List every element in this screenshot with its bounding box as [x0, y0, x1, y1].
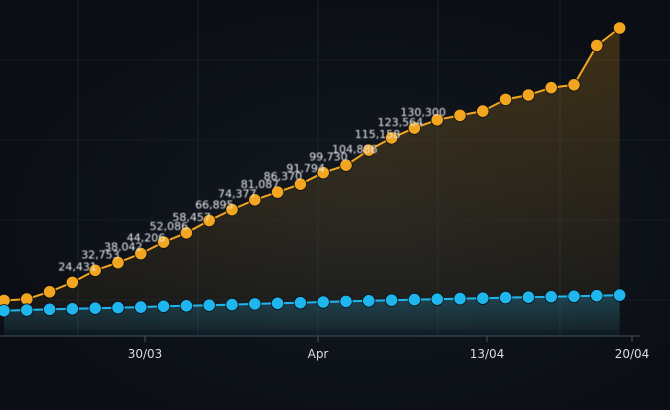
- point-blue: [544, 290, 558, 304]
- point-blue: [590, 289, 604, 303]
- point-orange: [407, 121, 421, 135]
- point-blue: [362, 294, 376, 308]
- point-blue: [225, 297, 239, 312]
- point-blue: [521, 290, 536, 304]
- x-tick-label: 30/03: [128, 347, 163, 361]
- data-label-orange: 91,794: [286, 162, 325, 175]
- x-tick-label: Apr: [308, 347, 329, 361]
- data-label-orange: 52,086: [150, 220, 189, 233]
- x-tick-label: 20/04: [615, 347, 650, 361]
- point-blue: [42, 302, 57, 316]
- point-orange: [134, 247, 148, 261]
- point-blue: [88, 301, 102, 315]
- point-blue: [430, 292, 444, 306]
- point-orange: [590, 38, 604, 53]
- data-label-orange: 130,300: [400, 106, 446, 119]
- point-blue: [157, 299, 171, 313]
- point-orange: [202, 213, 216, 228]
- point-blue: [612, 288, 627, 302]
- point-blue: [179, 299, 193, 313]
- point-orange: [453, 108, 467, 123]
- point-orange: [179, 226, 193, 240]
- x-tick-label: 13/04: [470, 347, 505, 361]
- data-label-orange: 104,886: [332, 143, 378, 156]
- point-orange: [270, 185, 285, 199]
- point-blue: [498, 290, 513, 305]
- point-blue: [407, 292, 421, 307]
- point-orange: [316, 166, 330, 180]
- point-blue: [316, 295, 330, 309]
- point-orange: [476, 104, 490, 118]
- data-label-orange: 66,895: [195, 199, 234, 212]
- point-blue: [0, 304, 11, 318]
- point-orange: [384, 131, 399, 145]
- point-orange: [362, 143, 376, 157]
- data-label-orange: 32,753: [81, 248, 120, 261]
- point-blue: [339, 294, 353, 308]
- point-orange: [430, 113, 444, 127]
- data-label-orange: 115,158: [355, 128, 401, 141]
- data-label-orange: 24,431: [58, 260, 97, 273]
- series-lines: [3, 27, 621, 312]
- point-blue: [453, 291, 467, 306]
- data-label-orange: 58,457: [172, 211, 211, 224]
- point-blue: [567, 289, 581, 303]
- data-label-orange: 86,370: [264, 170, 303, 183]
- point-orange: [567, 78, 581, 92]
- series-points: [0, 21, 627, 318]
- point-blue: [202, 298, 216, 312]
- point-orange: [612, 21, 627, 35]
- point-orange: [293, 177, 307, 191]
- point-blue: [248, 297, 262, 311]
- point-orange: [157, 235, 171, 249]
- point-orange: [544, 81, 558, 95]
- data-label-orange: 38,042: [104, 241, 143, 254]
- point-blue: [476, 291, 490, 305]
- point-orange: [248, 193, 262, 207]
- point-orange: [111, 255, 125, 270]
- point-orange: [521, 88, 536, 102]
- data-labels: 24,43132,75338,04244,20652,08658,45766,8…: [58, 106, 446, 273]
- point-blue: [65, 302, 80, 316]
- data-label-orange: 44,206: [127, 232, 166, 245]
- point-orange: [498, 92, 513, 107]
- series-areas: [4, 28, 620, 336]
- line-orange: [3, 27, 621, 302]
- point-blue: [293, 296, 307, 310]
- data-label-orange: 81,087: [241, 178, 279, 191]
- point-blue: [384, 293, 399, 307]
- data-label-orange: 99,730: [309, 151, 348, 164]
- point-orange: [225, 203, 239, 217]
- point-orange: [65, 275, 80, 289]
- data-label-orange: 123,564: [378, 116, 424, 129]
- line-blue: [3, 294, 620, 312]
- point-orange: [339, 158, 353, 172]
- point-blue: [20, 303, 34, 317]
- point-blue: [111, 301, 125, 315]
- point-blue: [270, 296, 285, 310]
- data-label-orange: 74,377: [218, 188, 257, 201]
- x-axis: 30/03 Apr 13/04 20/04: [128, 336, 650, 361]
- point-orange: [88, 263, 102, 277]
- point-blue: [134, 300, 148, 314]
- area-blue: [4, 295, 620, 336]
- point-orange: [42, 285, 57, 299]
